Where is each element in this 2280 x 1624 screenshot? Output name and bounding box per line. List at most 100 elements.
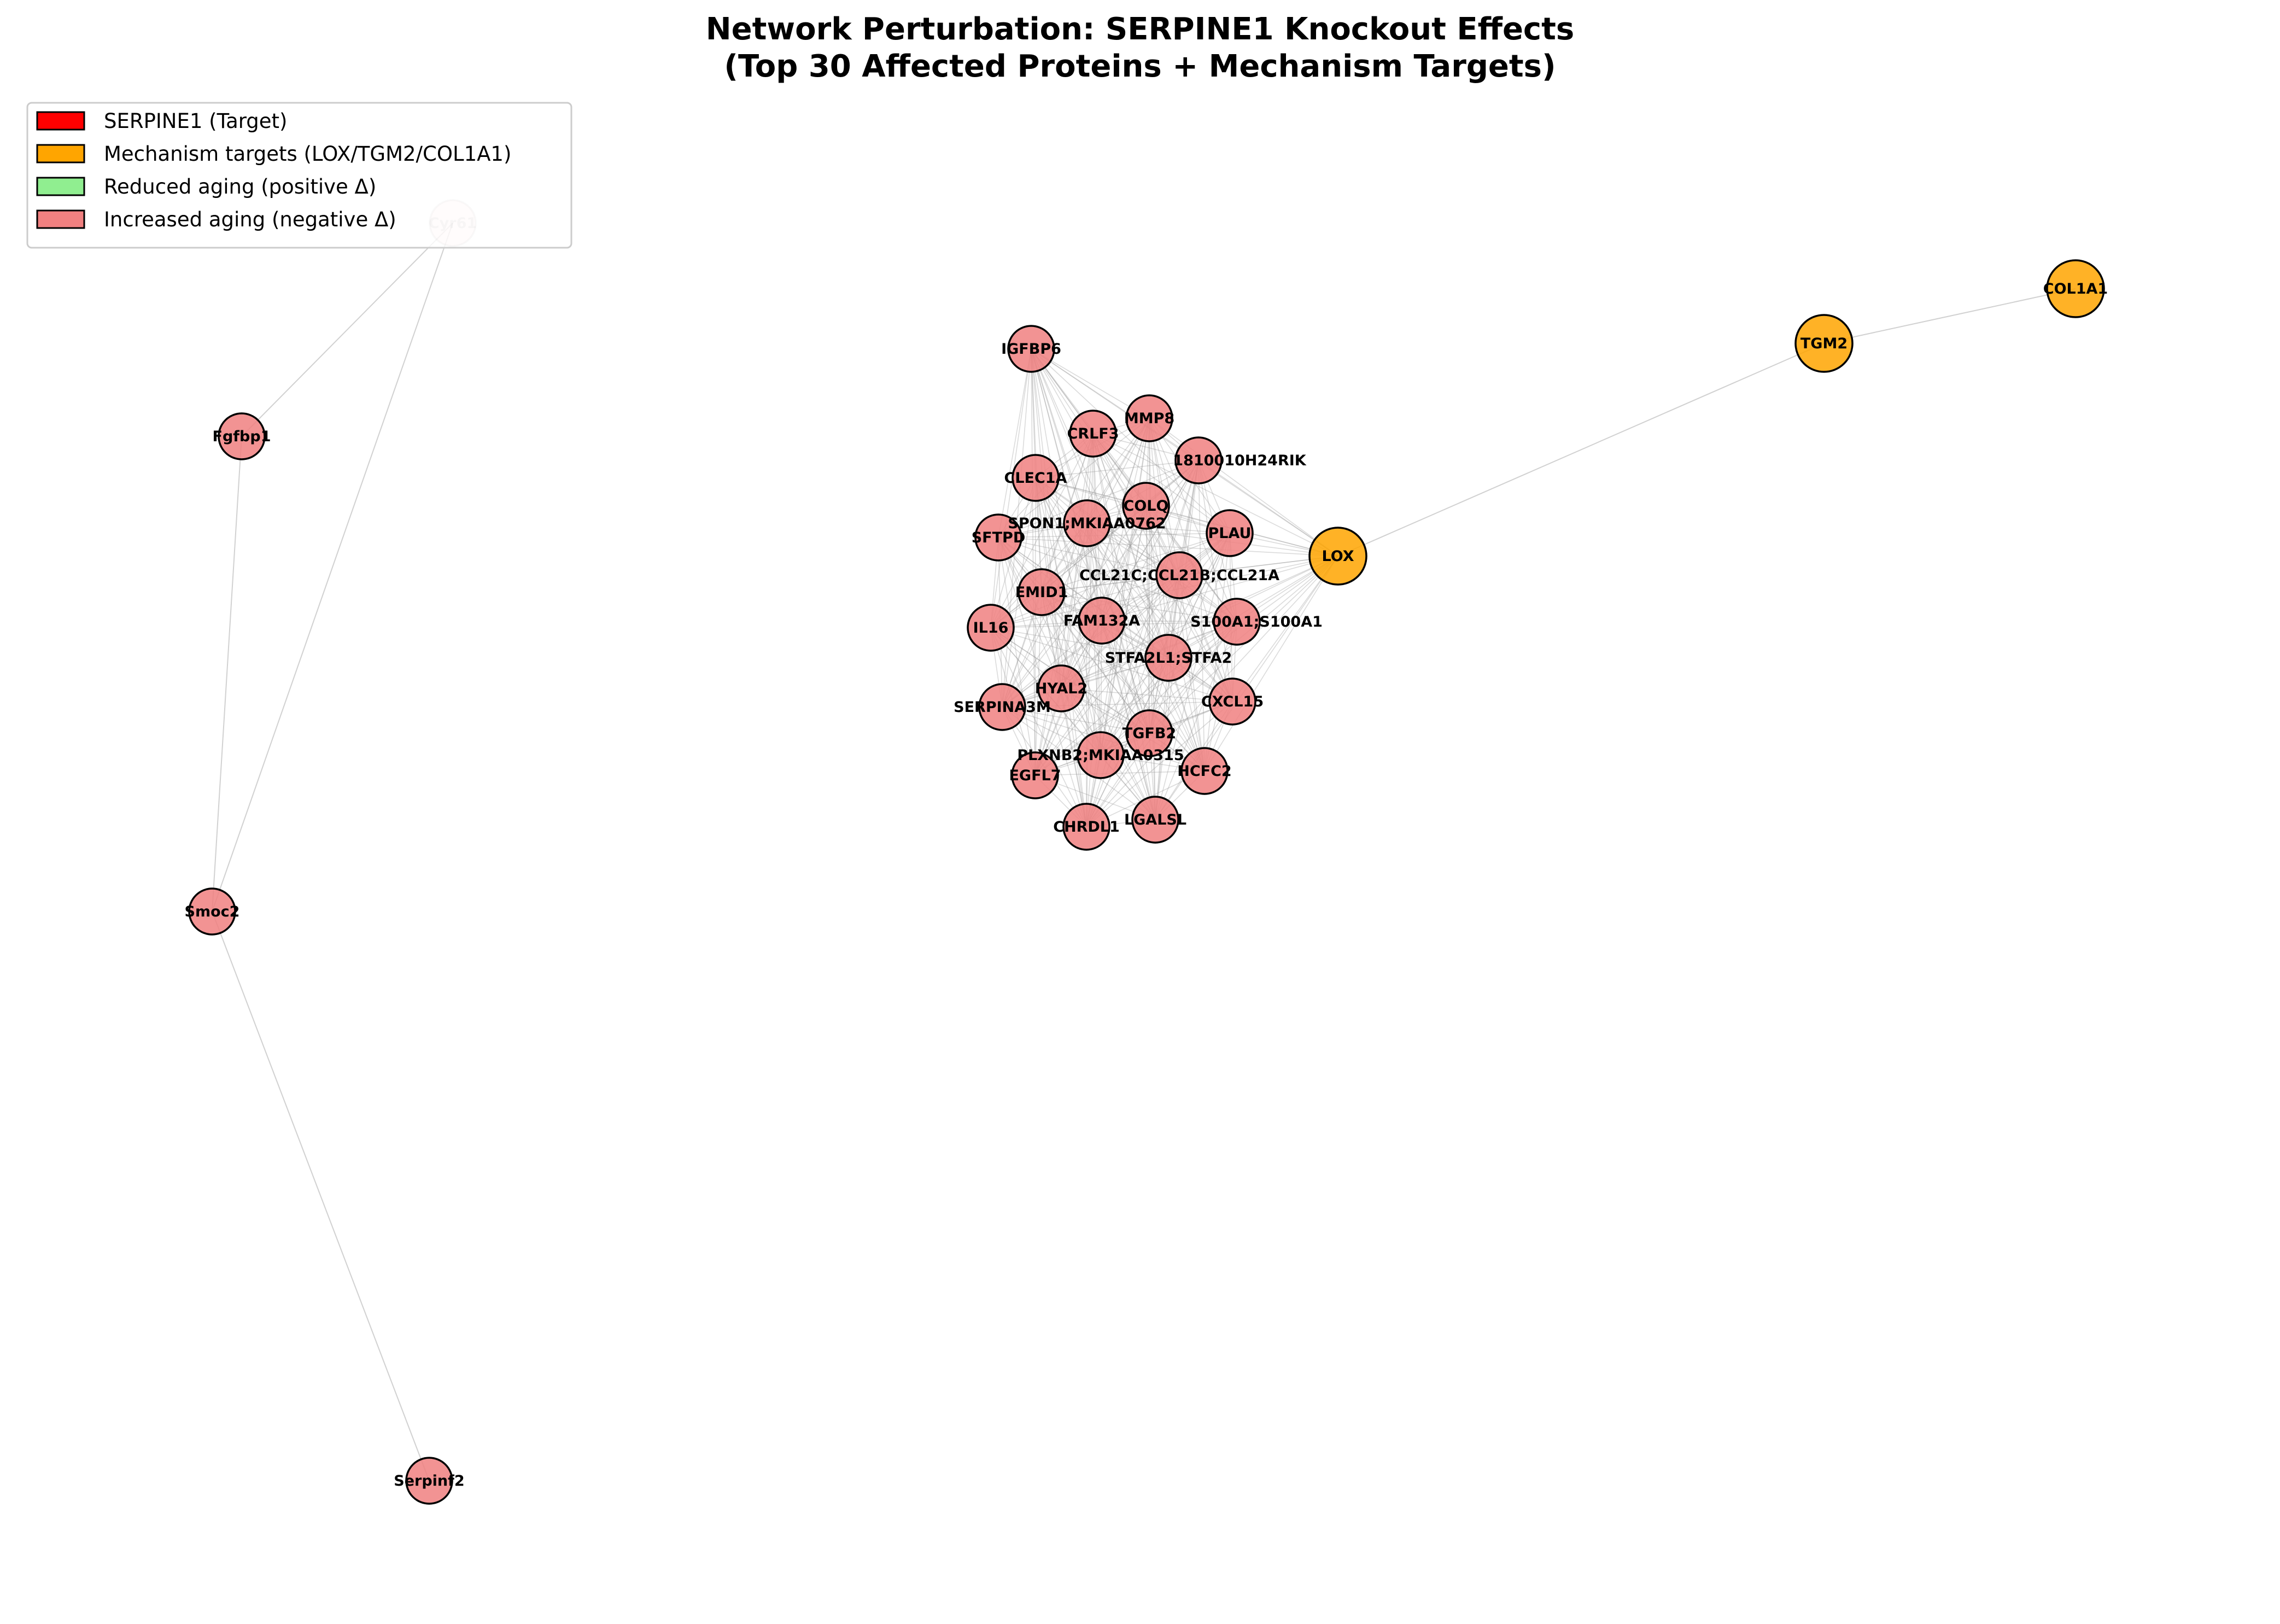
network-edge	[1035, 460, 1199, 478]
network-edge	[1031, 348, 1101, 756]
network-edge	[1204, 556, 1338, 772]
network-edge	[998, 537, 1150, 734]
network-edge	[990, 348, 1032, 628]
node-igfbp6	[1007, 325, 1055, 373]
network-edge	[1101, 620, 1205, 772]
node-hcfc2	[1180, 747, 1229, 795]
node-colq	[1122, 482, 1170, 530]
network-edge	[1034, 477, 1036, 776]
node-label: TGM2	[1800, 335, 1848, 352]
network-edge	[1823, 288, 2076, 344]
network-edge	[241, 223, 453, 437]
network-edge	[1034, 770, 1205, 776]
network-edge	[1100, 575, 1180, 756]
network-edge	[1145, 505, 1233, 702]
network-edge	[1149, 418, 1338, 557]
network-edge	[1092, 433, 1205, 772]
network-edge	[1035, 477, 1087, 827]
node-spon1-mkiaa0762	[1063, 499, 1111, 547]
legend-swatch	[36, 144, 85, 163]
network-edge	[1337, 343, 1825, 557]
network-edge	[990, 627, 1169, 658]
network-edge	[998, 537, 1338, 557]
node-label: PLXNB2;MKIAA0315	[1017, 747, 1184, 764]
legend: SERPINE1 (Target) Mechanism targets (LOX/…	[26, 102, 572, 249]
node-chrdl1	[1062, 803, 1110, 851]
network-edge	[1031, 348, 1233, 702]
network-edge	[1198, 460, 1205, 772]
network-edge	[990, 505, 1147, 628]
network-edge	[1034, 621, 1237, 776]
network-edge	[990, 627, 1156, 820]
network-edge	[1031, 348, 1102, 621]
node-label: COL1A1	[2043, 281, 2108, 297]
network-edge	[1086, 523, 1205, 772]
node-label: CXCL15	[1201, 693, 1264, 710]
network-edge	[1086, 701, 1233, 827]
node-label: CLEC1A	[1004, 470, 1067, 487]
node-hyal2	[1037, 664, 1085, 712]
node-label: TGFB2	[1123, 725, 1176, 742]
network-edge	[1061, 556, 1338, 689]
network-edge	[1232, 556, 1338, 702]
network-edge	[1086, 523, 1233, 702]
network-edge	[1061, 533, 1230, 689]
node-col1a1	[2046, 259, 2105, 318]
network-edge	[212, 436, 242, 912]
node-mmp8	[1125, 394, 1173, 442]
figure-title-line1: Network Perturbation: SERPINE1 Knockout …	[706, 11, 1574, 47]
network-edge	[1100, 460, 1199, 756]
network-edge	[1086, 523, 1156, 820]
network-edge	[1034, 575, 1180, 776]
network-edge	[1041, 592, 1205, 772]
figure-title-line2: (Top 30 Affected Proteins + Mechanism Ta…	[724, 49, 1556, 84]
node-label: LOX	[1322, 548, 1354, 565]
node-smoc2	[188, 887, 236, 936]
network-edge	[1155, 575, 1180, 820]
node-label: EGFL7	[1009, 767, 1061, 784]
legend-swatch	[36, 209, 85, 229]
node-label: MMP8	[1124, 410, 1174, 427]
network-edge	[1149, 418, 1169, 658]
node-label: HYAL2	[1035, 680, 1088, 697]
network-edge	[1034, 418, 1150, 776]
node-lox	[1308, 527, 1367, 586]
network-edge	[1061, 523, 1088, 689]
node-label: Smoc2	[185, 903, 240, 920]
network-edge	[1101, 460, 1199, 621]
node-tgfb2	[1125, 709, 1173, 757]
network-edge	[1031, 348, 1205, 772]
node-label: 1810010H24RIK	[1173, 452, 1307, 469]
network-edge	[1002, 701, 1233, 708]
node-label: CCL21C;CCL21B;CCL21A	[1079, 567, 1279, 584]
network-edge	[1041, 592, 1233, 702]
node-lgalsl	[1131, 796, 1179, 844]
legend-label: Reduced aging (positive Δ)	[104, 175, 376, 198]
network-edge	[1101, 556, 1338, 621]
network-edge	[1035, 477, 1102, 621]
nodes-layer	[188, 199, 2105, 1505]
network-edge	[998, 537, 1180, 576]
node-il16	[967, 604, 1015, 652]
node-crlf3	[1069, 410, 1117, 458]
legend-swatch	[36, 111, 85, 131]
node-tgm2	[1794, 314, 1854, 373]
labels-layer: Cyr61Fgfbp1Smoc2Serpinf2IGFBP6MMP8CRLF31…	[185, 215, 2108, 1489]
node-label: SERPINA3M	[954, 699, 1051, 716]
network-edge	[1035, 477, 1169, 658]
legend-label: Increased aging (negative Δ)	[104, 208, 396, 231]
network-edge	[1086, 575, 1180, 827]
legend-label: SERPINE1 (Target)	[104, 109, 288, 133]
node-serpinf2	[405, 1457, 453, 1505]
network-edge	[1101, 418, 1150, 621]
network-edge	[1031, 348, 1088, 524]
node-fgfbp1	[218, 412, 266, 460]
network-edge	[998, 537, 1237, 622]
network-edge	[998, 418, 1150, 538]
network-edge	[1092, 433, 1150, 734]
node-label: Fgfbp1	[213, 428, 271, 445]
network-edge	[212, 223, 453, 912]
network-edge	[990, 627, 1087, 827]
node-label: PLAU	[1208, 525, 1252, 542]
